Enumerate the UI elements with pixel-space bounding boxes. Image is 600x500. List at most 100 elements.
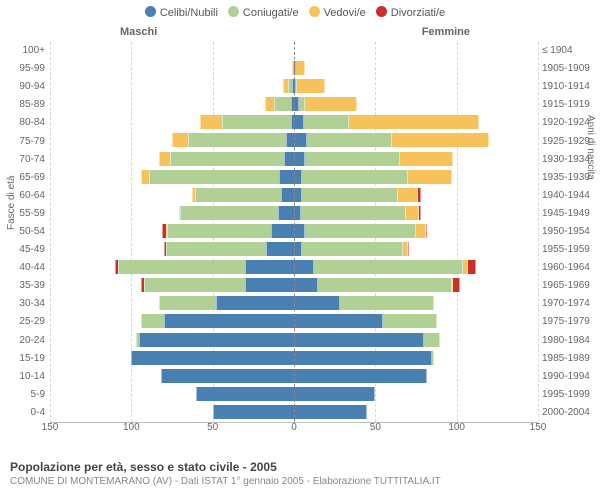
legend-label: Vedovi/e xyxy=(324,7,366,19)
bar-female xyxy=(294,115,479,129)
legend-label: Celibi/Nubili xyxy=(160,7,218,19)
segment-celibi xyxy=(279,170,294,184)
segment-vedovi xyxy=(179,206,181,220)
bar-female xyxy=(294,314,437,328)
segment-vedovi xyxy=(416,224,426,238)
bar-male xyxy=(265,97,294,111)
segment-celibi xyxy=(294,170,302,184)
segment-divorziati xyxy=(419,206,421,220)
segment-celibi xyxy=(294,314,383,328)
birth-label: ≤ 1904 xyxy=(542,43,600,59)
bar-male xyxy=(172,133,294,147)
segment-coniugati xyxy=(424,333,440,347)
segment-celibi xyxy=(278,206,294,220)
age-label: 40-44 xyxy=(0,260,45,276)
segment-coniugati xyxy=(301,206,407,220)
segment-celibi xyxy=(294,369,427,383)
segment-vedovi xyxy=(141,170,149,184)
x-tick: 50 xyxy=(207,422,218,433)
birth-label: 1935-1939 xyxy=(542,170,600,186)
x-axis: 15010050050100150 xyxy=(50,422,538,436)
birth-label: 1915-1919 xyxy=(542,97,600,113)
bar-male xyxy=(131,351,294,365)
segment-celibi xyxy=(216,296,294,310)
segment-divorziati xyxy=(453,278,460,292)
segment-coniugati xyxy=(432,351,434,365)
birth-label: 1970-1974 xyxy=(542,296,600,312)
birth-label: 1910-1914 xyxy=(542,79,600,95)
segment-coniugati xyxy=(180,206,278,220)
bar-female xyxy=(294,224,427,238)
birth-label: 1965-1969 xyxy=(542,278,600,294)
segment-celibi xyxy=(245,260,294,274)
birth-label: 1980-1984 xyxy=(542,333,600,349)
segment-vedovi xyxy=(408,170,452,184)
segment-celibi xyxy=(294,224,305,238)
birth-label: 1905-1909 xyxy=(542,61,600,77)
age-label: 80-84 xyxy=(0,115,45,131)
segment-celibi xyxy=(164,314,294,328)
segment-coniugati xyxy=(274,97,290,111)
segment-celibi xyxy=(294,133,307,147)
x-tick: 150 xyxy=(530,422,547,433)
segment-celibi xyxy=(294,405,367,419)
segment-celibi xyxy=(294,152,305,166)
segment-vedovi xyxy=(172,133,188,147)
birth-label: 1940-1944 xyxy=(542,188,600,204)
segment-celibi xyxy=(131,351,294,365)
age-label: 65-69 xyxy=(0,170,45,186)
segment-coniugati xyxy=(170,152,284,166)
segment-celibi xyxy=(271,224,294,238)
segment-coniugati xyxy=(149,170,279,184)
segment-coniugati xyxy=(118,260,245,274)
segment-divorziati xyxy=(408,242,410,256)
age-label: 25-29 xyxy=(0,314,45,330)
bar-male xyxy=(115,260,294,274)
segment-coniugati xyxy=(167,224,271,238)
legend-swatch xyxy=(309,6,320,17)
birth-label: 1955-1959 xyxy=(542,242,600,258)
bar-male xyxy=(164,242,294,256)
segment-celibi xyxy=(294,278,318,292)
segment-divorziati xyxy=(141,278,144,292)
segment-coniugati xyxy=(304,115,350,129)
x-tick: 150 xyxy=(42,422,59,433)
segment-celibi xyxy=(294,115,304,129)
age-label: 35-39 xyxy=(0,278,45,294)
bar-female xyxy=(294,206,421,220)
bar-male xyxy=(141,278,294,292)
segment-celibi xyxy=(286,133,294,147)
x-tick: 50 xyxy=(370,422,381,433)
segment-coniugati xyxy=(302,188,398,202)
x-tick: 100 xyxy=(448,422,465,433)
chart-footer: Popolazione per età, sesso e stato civil… xyxy=(10,460,441,487)
legend-item: Celibi/Nubili xyxy=(145,7,218,19)
birth-label: 1950-1954 xyxy=(542,224,600,240)
birth-label: 2000-2004 xyxy=(542,405,600,421)
age-label: 60-64 xyxy=(0,188,45,204)
x-tick: 0 xyxy=(291,422,297,433)
segment-celibi xyxy=(284,152,294,166)
age-label: 30-34 xyxy=(0,296,45,312)
legend-item: Divorziati/e xyxy=(376,7,445,19)
bar-female xyxy=(294,278,460,292)
segment-celibi xyxy=(161,369,294,383)
segment-coniugati xyxy=(383,314,437,328)
bar-female xyxy=(294,296,434,310)
segment-vedovi xyxy=(283,79,288,93)
bar-female xyxy=(294,242,409,256)
bar-female xyxy=(294,387,375,401)
segment-coniugati xyxy=(222,115,290,129)
birth-label: 1975-1979 xyxy=(542,314,600,330)
segment-celibi xyxy=(139,333,294,347)
segment-coniugati xyxy=(305,224,416,238)
segment-celibi xyxy=(294,351,432,365)
segment-coniugati xyxy=(314,260,464,274)
segment-celibi xyxy=(281,188,294,202)
segment-divorziati xyxy=(418,188,421,202)
bar-female xyxy=(294,170,452,184)
age-label: 85-89 xyxy=(0,97,45,113)
bar-male xyxy=(159,296,294,310)
segment-coniugati xyxy=(302,170,408,184)
segment-vedovi xyxy=(192,188,195,202)
